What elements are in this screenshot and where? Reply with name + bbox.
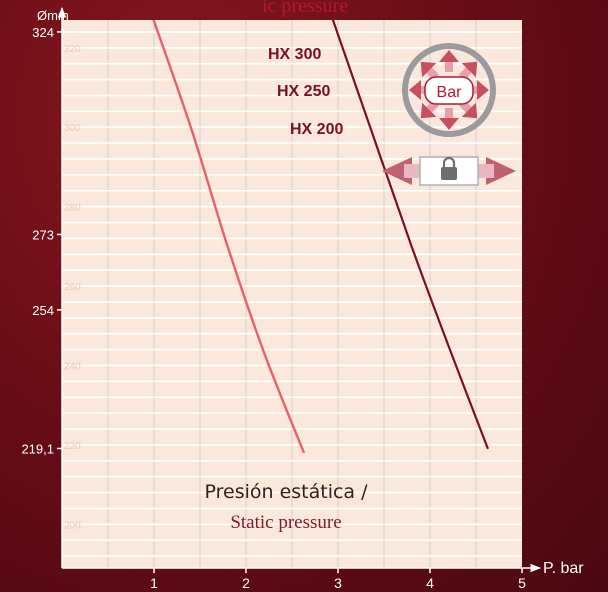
x-tick-labels: 1 2 3 4 5 (150, 568, 526, 591)
y-axis-label: Ømm (37, 8, 69, 23)
radial-arrow-icon (439, 50, 459, 72)
inner-tick-label: 320 (64, 44, 81, 55)
y-tick-label: 324 (32, 25, 54, 40)
x-tick-label: 2 (242, 575, 250, 591)
x-axis-label: P. bar (543, 560, 584, 577)
y-tick-label: 273 (32, 227, 54, 242)
inner-tick-label: 200 (64, 520, 81, 531)
pressure-icon-label: Bar (437, 84, 463, 101)
y-axis: 324 273 254 219,1 Ømm (21, 6, 69, 568)
inner-tick-label: 280 (64, 203, 81, 214)
radial-pressure-icon: Bar (402, 43, 496, 137)
series-label-hx250: HX 250 (277, 83, 330, 100)
curves (152, 20, 489, 454)
series-label-hx200: HX 200 (290, 121, 343, 138)
inner-y-ticks: 320 300 280 260 240 220 200 (64, 44, 81, 532)
x-tick-label: 1 (150, 575, 158, 591)
series-labels: HX 300 HX 250 HX 200 (268, 46, 343, 138)
y-tick-labels: 324 273 254 219,1 (21, 25, 62, 456)
chart-top-title-fragment: ic pressure (262, 0, 348, 17)
inner-tick-label: 220 (64, 441, 81, 452)
inner-tick-label: 260 (64, 282, 81, 293)
y-tick-label: 254 (32, 303, 54, 318)
padlock-icon (441, 167, 457, 180)
caption-line-2: Static pressure (230, 512, 341, 533)
x-tick-label: 5 (518, 575, 526, 591)
x-tick-label: 4 (426, 575, 434, 591)
inner-tick-label: 240 (64, 361, 81, 372)
hx-series-curve (331, 20, 489, 450)
series-label-hx300: HX 300 (268, 46, 321, 63)
axial-lock-icon (382, 156, 516, 186)
x-axis: 1 2 3 4 5 P. bar (62, 560, 584, 591)
inner-tick-label: 300 (64, 123, 81, 134)
radial-arrow-icon (439, 108, 459, 130)
y-tick-label: 219,1 (21, 441, 54, 456)
x-tick-label: 3 (334, 575, 342, 591)
static-pressure-curve (152, 20, 306, 454)
caption-line-1: Presión estática / (204, 481, 368, 503)
